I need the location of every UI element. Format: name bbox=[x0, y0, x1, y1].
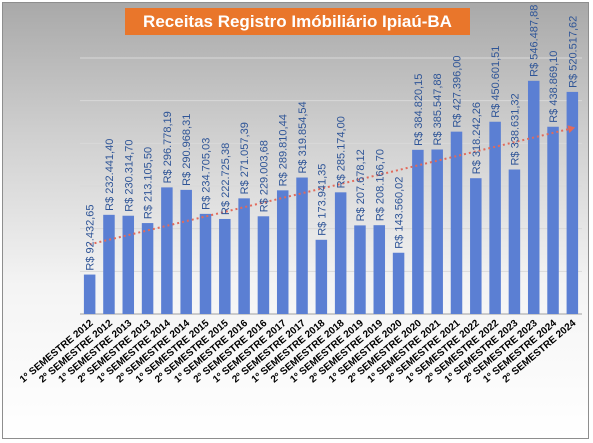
bar bbox=[412, 149, 424, 314]
bar bbox=[257, 216, 270, 314]
data-label: R$ 92.432,65 bbox=[85, 204, 97, 270]
data-label: R$ 285.174,00 bbox=[336, 116, 348, 188]
data-label: R$ 438.869,10 bbox=[548, 51, 560, 123]
bar bbox=[83, 274, 96, 314]
data-label: R$ 208.166,70 bbox=[374, 149, 386, 221]
bar bbox=[161, 187, 173, 314]
bar bbox=[547, 126, 559, 315]
bar bbox=[238, 198, 250, 314]
data-label: R$ 450.601,51 bbox=[490, 46, 502, 118]
bar bbox=[566, 91, 579, 315]
bar bbox=[392, 252, 405, 314]
data-label: R$ 289.810,44 bbox=[278, 114, 290, 186]
data-label: R$ 338.631,32 bbox=[509, 93, 521, 165]
data-label: R$ 520.517,62 bbox=[567, 16, 579, 88]
bar bbox=[180, 189, 192, 314]
data-label: R$ 213.105,50 bbox=[143, 147, 155, 219]
data-label: R$ 229.003,68 bbox=[258, 140, 270, 212]
bar bbox=[141, 223, 154, 314]
data-label: R$ 318.242,26 bbox=[471, 102, 483, 174]
data-label: R$ 234.705,03 bbox=[201, 138, 213, 210]
data-label: R$ 427.396,00 bbox=[452, 55, 464, 127]
bar bbox=[276, 190, 289, 314]
bar bbox=[450, 131, 463, 314]
bar bbox=[508, 169, 521, 314]
data-label: R$ 385.547,88 bbox=[432, 73, 444, 145]
bar bbox=[199, 213, 212, 314]
data-label: R$ 143.560,02 bbox=[394, 177, 406, 249]
bar bbox=[334, 192, 347, 314]
data-label: R$ 290.968,31 bbox=[181, 114, 193, 186]
data-label: R$ 384.820,15 bbox=[413, 74, 425, 146]
bar bbox=[373, 225, 386, 314]
bar bbox=[122, 215, 135, 314]
bar bbox=[219, 218, 231, 314]
data-label: R$ 296.778,19 bbox=[162, 111, 174, 183]
bar bbox=[470, 178, 482, 314]
data-label: R$ 173.941,35 bbox=[316, 164, 328, 236]
bar bbox=[489, 121, 501, 315]
bar bbox=[296, 177, 308, 314]
bar bbox=[354, 225, 366, 314]
bar bbox=[431, 149, 443, 314]
chart-title: Receitas Registro Imóbiliário Ipiaú-BA bbox=[125, 8, 470, 35]
data-label: R$ 232.441,40 bbox=[104, 139, 116, 211]
trendline-arrow bbox=[567, 125, 576, 134]
bar bbox=[103, 214, 115, 314]
data-label: R$ 222.725,38 bbox=[220, 143, 232, 215]
data-label: R$ 230.314,70 bbox=[123, 140, 135, 212]
bar bbox=[315, 239, 328, 314]
data-label: R$ 207.678,12 bbox=[355, 149, 367, 221]
data-label: R$ 546.487,88 bbox=[529, 5, 541, 77]
data-label: R$ 319.854,54 bbox=[297, 101, 309, 173]
data-label: R$ 271.057,39 bbox=[239, 122, 251, 194]
trendline bbox=[89, 128, 569, 246]
bar bbox=[527, 80, 540, 314]
